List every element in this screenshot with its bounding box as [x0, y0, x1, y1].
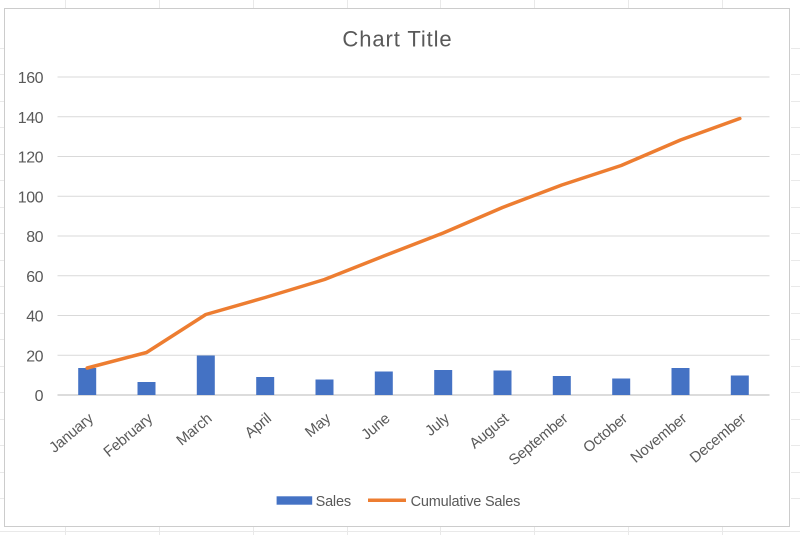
svg-text:April: April: [242, 410, 275, 442]
svg-text:November: November: [627, 410, 690, 467]
svg-text:140: 140: [18, 110, 44, 127]
svg-text:October: October: [580, 410, 631, 457]
svg-text:160: 160: [18, 70, 44, 87]
svg-text:120: 120: [18, 150, 44, 167]
svg-text:July: July: [422, 410, 453, 440]
svg-text:September: September: [506, 410, 572, 469]
svg-text:40: 40: [26, 309, 43, 326]
svg-text:100: 100: [18, 189, 44, 206]
svg-text:60: 60: [26, 269, 43, 286]
svg-text:August: August: [466, 409, 513, 452]
svg-text:May: May: [302, 410, 335, 441]
svg-text:June: June: [358, 410, 393, 443]
svg-text:Cumulative Sales: Cumulative Sales: [411, 494, 521, 510]
svg-text:20: 20: [26, 348, 43, 365]
svg-text:0: 0: [35, 388, 44, 405]
svg-text:March: March: [173, 410, 215, 449]
svg-text:80: 80: [26, 229, 43, 246]
svg-text:December: December: [687, 410, 750, 467]
svg-text:February: February: [100, 410, 156, 461]
svg-text:Chart Title: Chart Title: [342, 27, 452, 52]
svg-text:January: January: [46, 410, 97, 457]
svg-text:Sales: Sales: [316, 494, 351, 510]
